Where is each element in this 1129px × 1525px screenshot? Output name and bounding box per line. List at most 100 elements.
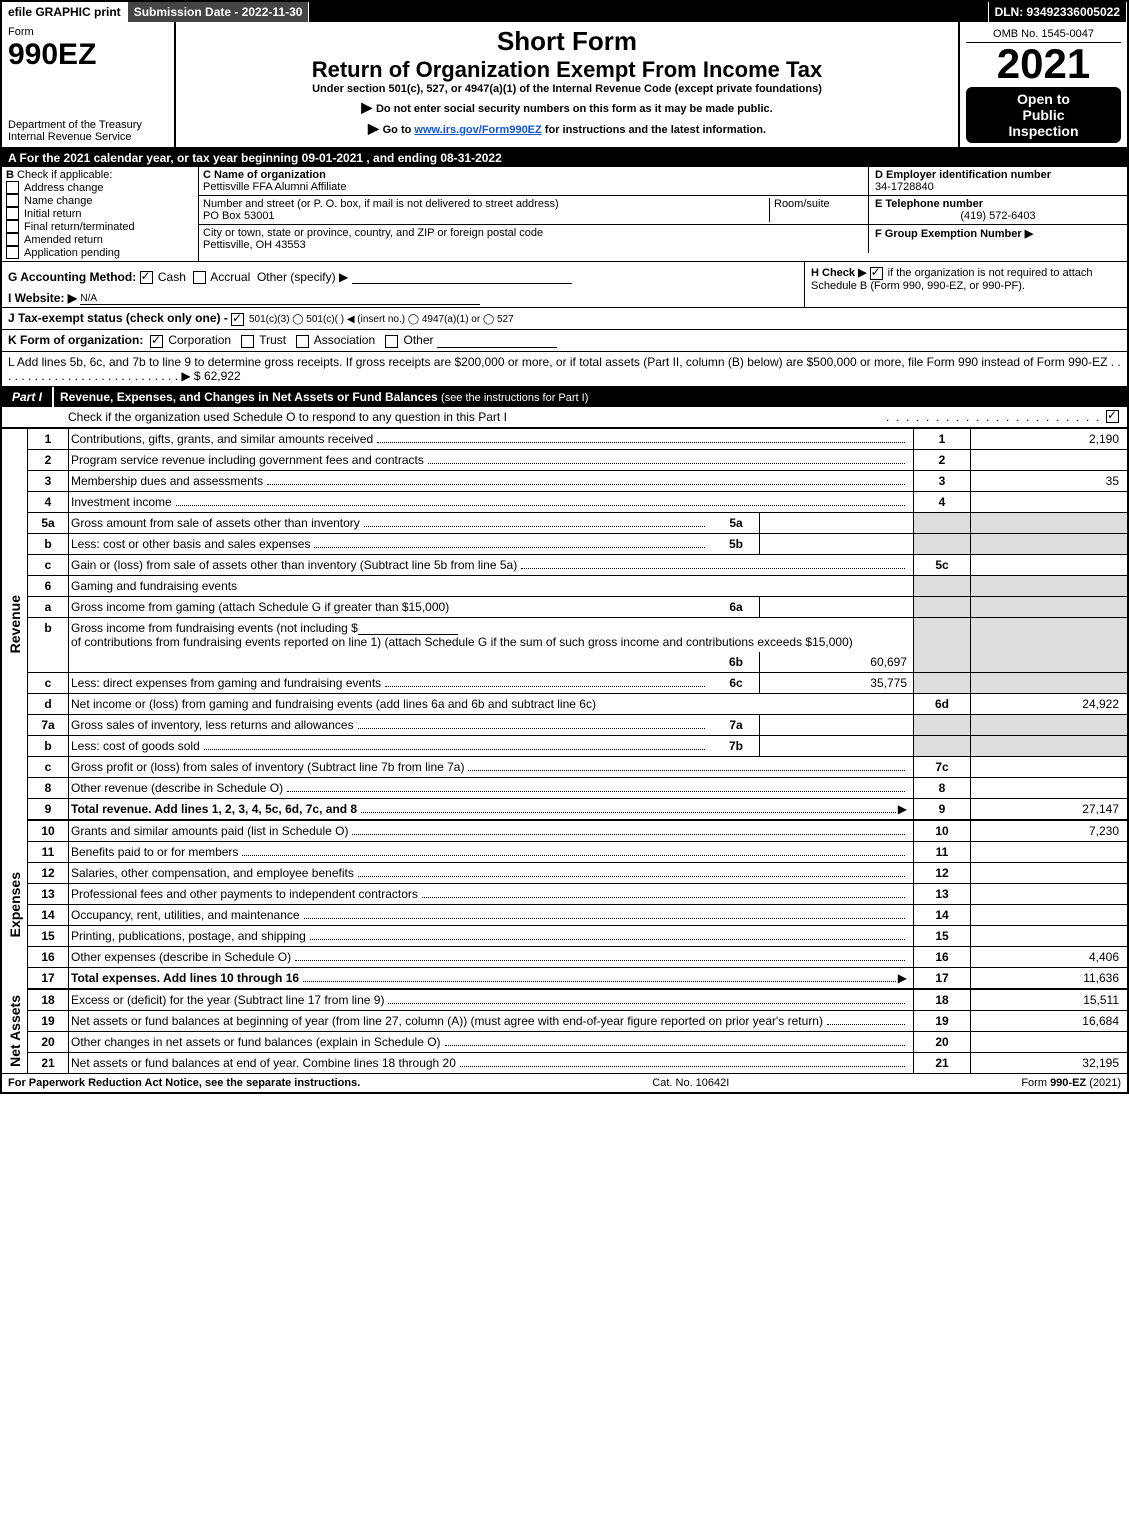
k-other-input[interactable] [437, 347, 557, 348]
expenses-label: Expenses [7, 872, 23, 937]
checkbox-schedule-o[interactable] [1106, 410, 1119, 423]
c-street-cell: Number and street (or P. O. box, if mail… [199, 196, 868, 225]
h-pre: H Check ▶ [811, 267, 867, 279]
line-5b: b Less: cost or other basis and sales ex… [28, 534, 1127, 555]
ln5b-no: b [28, 534, 69, 554]
ln21-desc: Net assets or fund balances at end of ye… [71, 1056, 456, 1070]
opt-amended: Amended return [24, 234, 103, 246]
line-14: 14 Occupancy, rent, utilities, and maint… [28, 905, 1127, 926]
col-d: D Employer identification number 34-1728… [869, 167, 1127, 253]
ln21-rn: 21 [914, 1053, 971, 1073]
checkbox-other[interactable] [385, 335, 398, 348]
ln5b-mn: 5b [713, 534, 760, 554]
line-6d: d Net income or (loss) from gaming and f… [28, 694, 1127, 715]
checkbox-association[interactable] [296, 335, 309, 348]
checkbox-accrual[interactable] [193, 271, 206, 284]
ln7b-desc: Less: cost of goods sold [71, 739, 200, 753]
part-i-t: Revenue, Expenses, and Changes in Net As… [60, 390, 438, 404]
line-g: G Accounting Method: Cash Accrual Other … [8, 270, 798, 284]
ln9-no: 9 [28, 799, 69, 819]
website-input[interactable]: N/A [80, 290, 480, 305]
city-val: Pettisville, OH 43553 [203, 239, 306, 251]
ln1-rn: 1 [914, 429, 971, 449]
g-accrual: Accrual [210, 270, 250, 284]
dept-line1: Department of the Treasury [8, 119, 168, 131]
g-cash: Cash [158, 270, 186, 284]
k-corp: Corporation [168, 333, 231, 347]
ln17-desc: Total expenses. Add lines 10 through 16 [71, 971, 299, 985]
line-i: I Website: ▶ N/A [8, 290, 798, 305]
c-name-cell: C Name of organization Pettisville FFA A… [199, 167, 868, 196]
revenue-label: Revenue [7, 595, 23, 653]
checkbox-amended-return[interactable] [6, 233, 19, 246]
efile-label[interactable]: efile GRAPHIC print [2, 2, 128, 22]
opt-final: Final return/terminated [24, 221, 135, 233]
form-number: 990EZ [8, 38, 168, 72]
ln6a-mn: 6a [713, 597, 760, 617]
ln16-rv: 4,406 [971, 947, 1127, 967]
ln6b-no-blank [28, 652, 69, 672]
line-18: 18 Excess or (deficit) for the year (Sub… [28, 990, 1127, 1011]
ln3-rn: 3 [914, 471, 971, 491]
ln5a-no: 5a [28, 513, 69, 533]
dots [460, 1056, 905, 1067]
k-label: K Form of organization: [8, 333, 143, 347]
ln12-no: 12 [28, 863, 69, 883]
header-center: Short Form Return of Organization Exempt… [176, 22, 960, 147]
ln7b-mv [760, 736, 913, 756]
ln20-rv [971, 1032, 1127, 1052]
g-other-input[interactable] [352, 283, 572, 284]
dots [364, 516, 705, 527]
ln6a-rv-grey [971, 597, 1127, 617]
opt-name: Name change [24, 195, 93, 207]
street-label: Number and street (or P. O. box, if mail… [203, 198, 559, 210]
donot-text: Do not enter social security numbers on … [376, 103, 773, 115]
ln5b-mv [760, 534, 913, 554]
b-header: B [6, 169, 14, 181]
checkbox-501c3[interactable] [231, 313, 244, 326]
ln19-rv: 16,684 [971, 1011, 1127, 1031]
part-i-check-txt: Check if the organization used Schedule … [8, 410, 886, 424]
ln4-rn: 4 [914, 492, 971, 512]
checkbox-name-change[interactable] [6, 194, 19, 207]
ln6-rv-grey [971, 576, 1127, 596]
ln14-no: 14 [28, 905, 69, 925]
ln15-desc: Printing, publications, postage, and shi… [71, 929, 306, 943]
ln5b-rn-grey [914, 534, 971, 554]
ln5c-rv [971, 555, 1127, 575]
col-b: B Check if applicable: Address change Na… [2, 167, 199, 261]
goto-link[interactable]: www.irs.gov/Form990EZ [414, 124, 541, 136]
form-990ez-page: efile GRAPHIC print Submission Date - 20… [0, 0, 1129, 1094]
ln16-no: 16 [28, 947, 69, 967]
open-line2: Public [968, 107, 1119, 123]
ln6b-mn: 6b [713, 652, 760, 672]
header-row: Form 990EZ Department of the Treasury In… [2, 22, 1127, 149]
dots [267, 474, 905, 485]
checkbox-application-pending[interactable] [6, 246, 19, 259]
ln17-rn: 17 [914, 968, 971, 988]
ln10-rn: 10 [914, 821, 971, 841]
ln9-rn: 9 [914, 799, 971, 819]
checkbox-trust[interactable] [241, 335, 254, 348]
checkbox-address-change[interactable] [6, 181, 19, 194]
ln5a-desc: Gross amount from sale of assets other t… [71, 516, 360, 530]
header-right: OMB No. 1545-0047 2021 Open to Public In… [960, 22, 1127, 147]
ln19-no: 19 [28, 1011, 69, 1031]
ln19-desc: Net assets or fund balances at beginning… [71, 1014, 823, 1028]
checkbox-final-return[interactable] [6, 220, 19, 233]
k-trust: Trust [259, 333, 286, 347]
ln6c-no: c [28, 673, 69, 693]
checkbox-corporation[interactable] [150, 335, 163, 348]
checkbox-schedule-b[interactable] [870, 267, 883, 280]
ln6d-desc: Net income or (loss) from gaming and fun… [71, 697, 596, 711]
c-city-cell: City or town, state or province, country… [199, 225, 868, 253]
dots [310, 929, 905, 940]
f-group-cell: F Group Exemption Number ▶ [869, 225, 1127, 242]
ln5a-mn: 5a [713, 513, 760, 533]
opt-pending: Application pending [24, 247, 120, 259]
ln5c-rn: 5c [914, 555, 971, 575]
checkbox-cash[interactable] [140, 271, 153, 284]
checkbox-initial-return[interactable] [6, 207, 19, 220]
ln6b-amount-input[interactable] [358, 621, 458, 635]
c-val: Pettisville FFA Alumni Affiliate [203, 181, 346, 193]
